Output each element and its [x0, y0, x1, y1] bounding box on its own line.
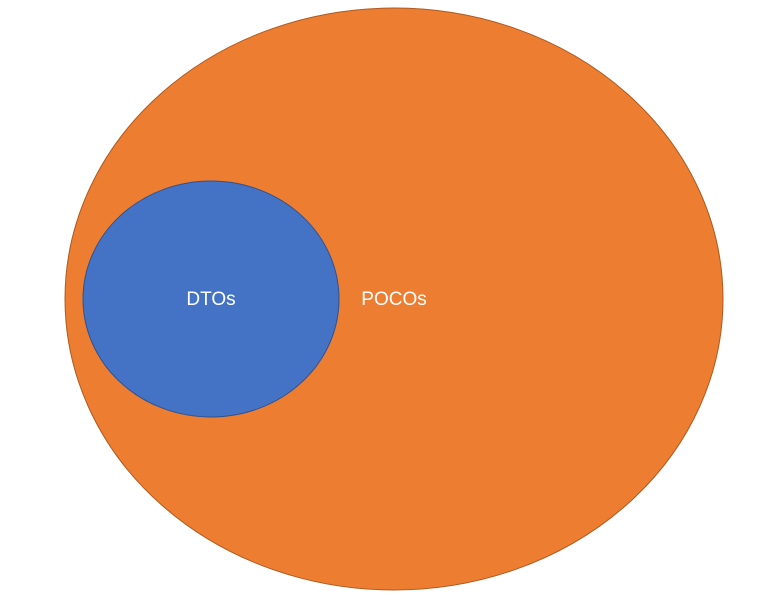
outer-set-label: POCOs — [361, 289, 426, 310]
outer-set-ellipse — [64, 7, 724, 591]
inner-set-label: DTOs — [186, 289, 235, 310]
inner-set-ellipse — [82, 180, 340, 418]
